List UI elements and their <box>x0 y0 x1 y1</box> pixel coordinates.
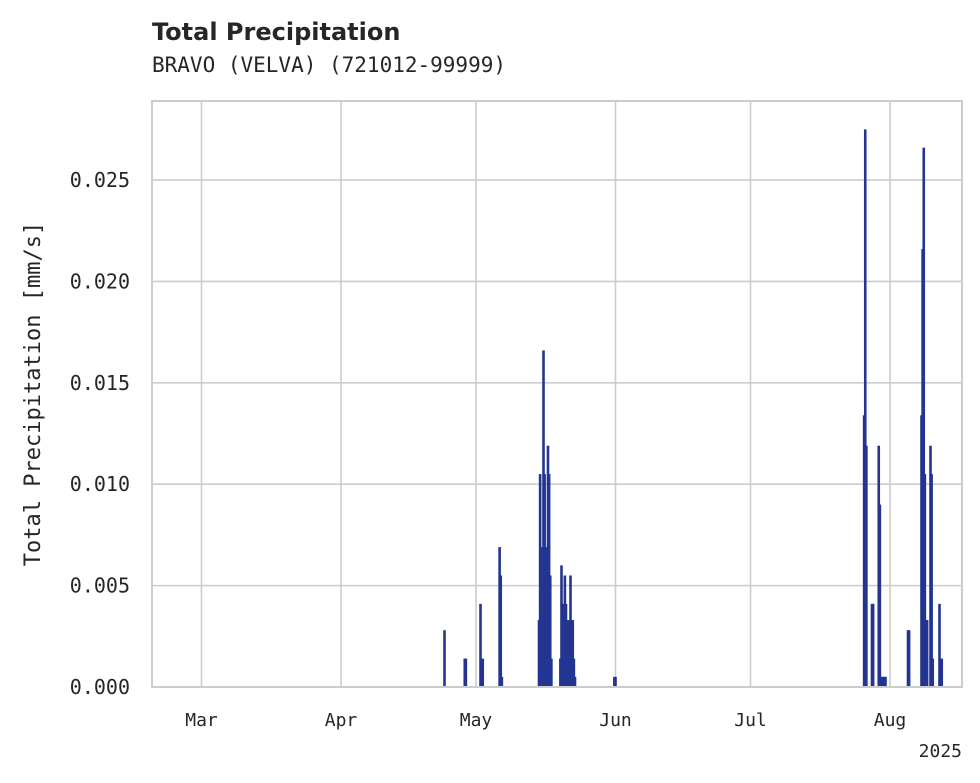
grid-lines <box>152 101 962 688</box>
precip-bar <box>544 547 548 687</box>
precip-bar <box>464 658 468 687</box>
precip-bar <box>923 474 927 687</box>
precip-bar <box>550 658 553 687</box>
precip-bar <box>500 676 504 687</box>
bars <box>443 129 944 688</box>
precip-bar <box>571 620 575 687</box>
precip-bar <box>878 504 882 687</box>
x-tick-label: Apr <box>325 710 358 731</box>
precip-bar <box>479 603 482 687</box>
precip-bar <box>925 620 929 687</box>
y-tick-label: 0.025 <box>70 168 130 192</box>
y-tick-label: 0.020 <box>70 269 130 293</box>
chart-subtitle: BRAVO (VELVA) (721012-99999) <box>152 53 506 77</box>
precip-bar <box>884 676 887 687</box>
precip-bar <box>930 474 933 687</box>
precip-bar <box>565 620 569 687</box>
precip-bar <box>863 129 867 687</box>
x-axis-ticks: Mar Apr May Jun Jul Aug <box>185 710 906 731</box>
x-tick-label: Mar <box>185 710 218 731</box>
precip-bar <box>940 658 944 687</box>
precip-bar <box>499 575 503 687</box>
precip-bar <box>871 603 875 687</box>
precip-bar <box>569 575 572 687</box>
precip-bar <box>614 676 617 687</box>
y-tick-label: 0.000 <box>70 675 130 699</box>
precip-bar <box>572 658 576 687</box>
y-tick-label: 0.010 <box>70 472 130 496</box>
precip-bar <box>931 658 935 687</box>
y-tick-label: 0.005 <box>70 574 130 598</box>
x-tick-label: Jul <box>734 710 767 731</box>
precip-bar <box>573 676 577 687</box>
y-axis-label: Total Precipitation [mm/s] <box>21 222 46 566</box>
x-tick-label: Jun <box>599 710 632 731</box>
y-axis-ticks: 0.000 0.005 0.010 0.015 0.020 0.025 <box>70 168 130 699</box>
precip-bar <box>938 603 941 687</box>
precip-bar <box>865 445 868 687</box>
x-axis-year-label: 2025 <box>919 741 962 762</box>
chart-title: Total Precipitation <box>152 18 400 46</box>
plot-frame <box>151 100 963 688</box>
precip-bar <box>443 630 446 687</box>
precip-bar <box>561 603 564 687</box>
precip-bar <box>539 547 543 687</box>
precip-bar <box>481 658 485 687</box>
precip-bar <box>907 630 911 687</box>
x-tick-label: Aug <box>874 710 907 731</box>
x-tick-label: May <box>460 710 493 731</box>
y-tick-label: 0.015 <box>70 371 130 395</box>
precip-bar <box>922 147 926 688</box>
precip-bar <box>548 575 552 687</box>
